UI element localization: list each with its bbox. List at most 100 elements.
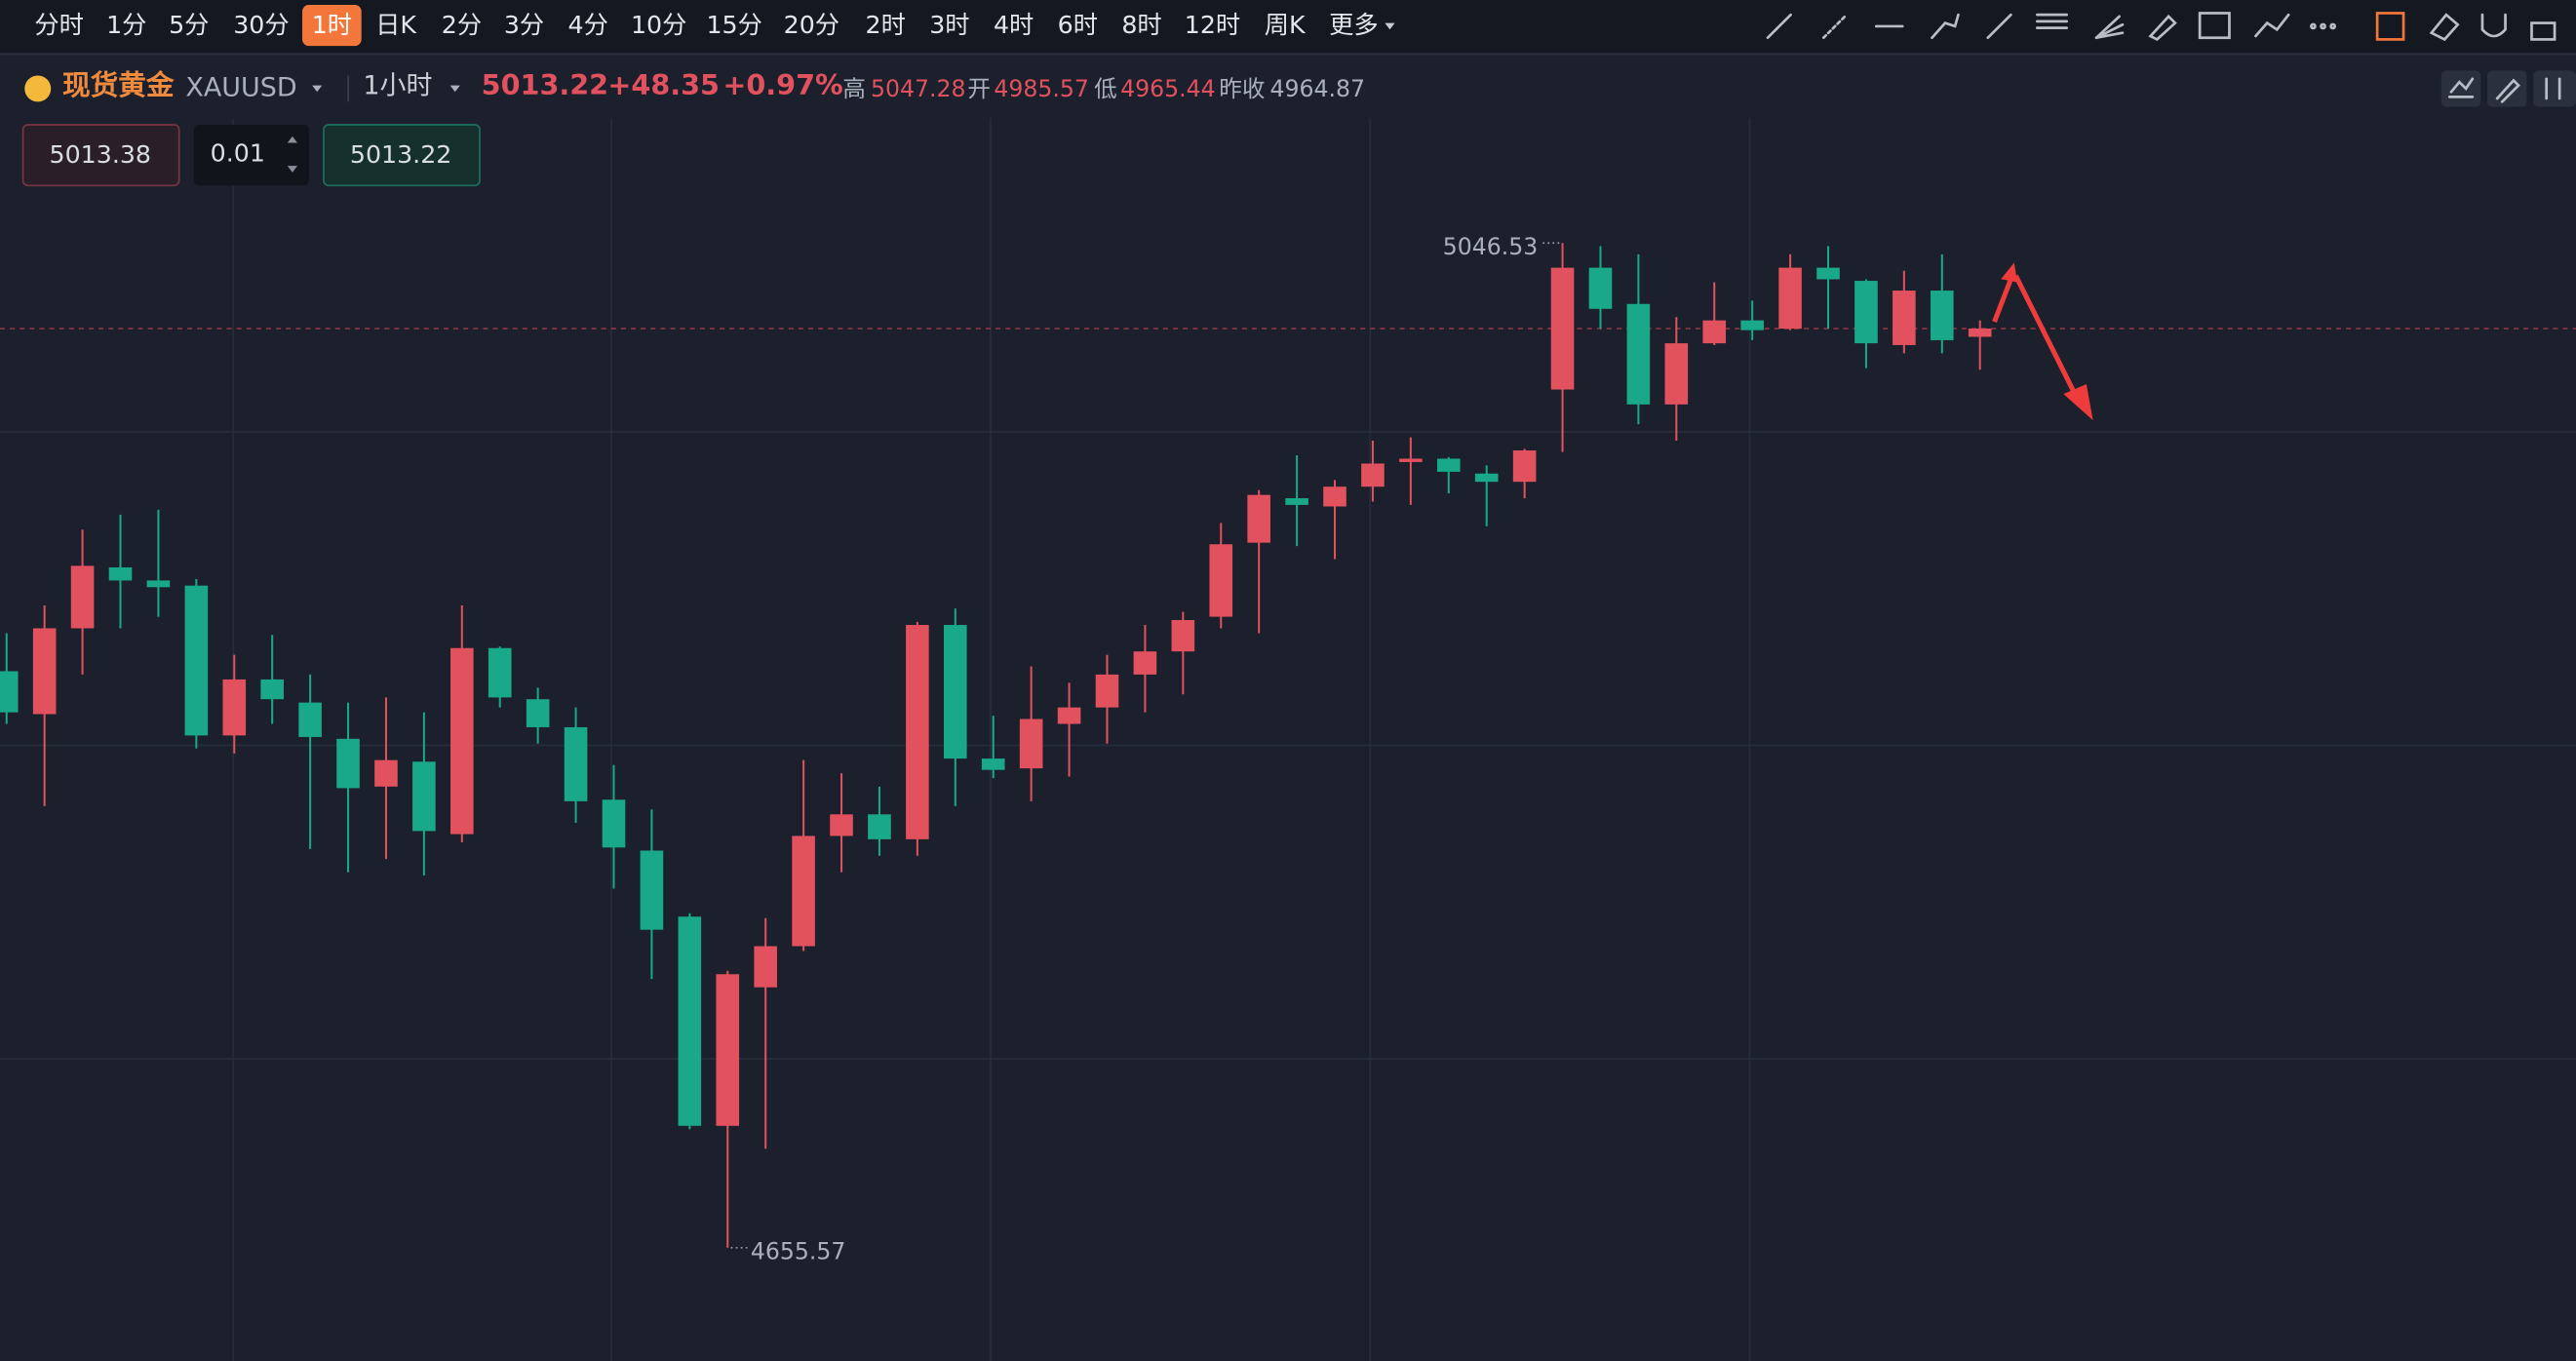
candle-body [1512, 450, 1537, 483]
candle-body [336, 738, 360, 789]
plot: 5046.53 4655.57 [0, 233, 2576, 1264]
candle-body [1778, 267, 1802, 330]
interval-tab[interactable]: 更多 [1329, 11, 1379, 39]
stat-label: 昨收 [1219, 75, 1265, 102]
candle-body [1968, 329, 1992, 337]
candle-body [564, 726, 588, 801]
candle-body [1323, 486, 1347, 507]
qty-input[interactable] [193, 124, 309, 186]
interval-tab[interactable]: 4分 [568, 11, 608, 39]
interval-tab[interactable]: 1时 [312, 11, 352, 39]
toolbar [0, 0, 2576, 53]
candle-body [1816, 267, 1840, 280]
interval-tab[interactable]: 10分 [631, 11, 686, 39]
change: +48.35 [607, 68, 720, 101]
candle-body [981, 758, 1005, 770]
price: 5013.22 [482, 68, 608, 101]
candle-body [1930, 291, 1954, 340]
stat-value: 4964.87 [1269, 75, 1365, 102]
candle-body [716, 974, 740, 1126]
candle-body [754, 946, 777, 988]
stat-value: 4985.57 [994, 75, 1089, 102]
candle-body [944, 625, 967, 759]
candle-body [1247, 494, 1270, 543]
candle-body [868, 814, 891, 839]
candle-body [1550, 267, 1575, 390]
interval-tab[interactable]: 3时 [929, 11, 969, 39]
candle-body [0, 671, 19, 713]
candle-body [108, 566, 133, 581]
candle-body [412, 761, 436, 832]
candle-body [1702, 320, 1727, 344]
candle-body [488, 647, 512, 698]
candle-body [1854, 281, 1878, 344]
gold-icon [24, 75, 52, 102]
candle-body [1133, 651, 1157, 675]
candle-body [1893, 291, 1916, 345]
instrument-name: 现货黄金 [62, 68, 175, 101]
buy-button[interactable] [323, 124, 481, 187]
candle-body [222, 679, 247, 736]
symbol[interactable]: XAUUSD [185, 72, 296, 102]
buy-price[interactable]: 5013.22 [350, 140, 451, 169]
interval-tab[interactable]: 12时 [1185, 11, 1240, 39]
interval-tab[interactable]: 分时 [34, 11, 84, 39]
candle-body [1436, 458, 1461, 472]
candle-body [1588, 267, 1613, 309]
dropdown[interactable] [1385, 22, 1395, 30]
candle-body [678, 916, 702, 1126]
chart-tools [2440, 70, 2576, 107]
candle-body [792, 836, 815, 947]
stat-label: 低 [1094, 75, 1117, 102]
min-marker: 4655.57 [751, 1237, 846, 1264]
candle-body [1019, 719, 1043, 769]
sell-price[interactable]: 5013.38 [50, 140, 151, 169]
interval-tab[interactable]: 日K [375, 11, 417, 39]
stat-value: 4965.44 [1120, 75, 1216, 102]
period[interactable]: 1小时 [363, 71, 432, 101]
candle-body [184, 585, 209, 736]
candle-body [260, 679, 284, 700]
max-marker: 5046.53 [1443, 233, 1539, 260]
interval-tab[interactable]: 1分 [106, 11, 146, 39]
interval-tab[interactable]: 6时 [1058, 11, 1098, 39]
dropdown[interactable] [312, 85, 323, 93]
qty[interactable]: 0.01 [211, 138, 265, 167]
candle-body [640, 850, 664, 930]
interval-tab[interactable]: 20分 [784, 11, 839, 39]
interval-tab[interactable]: 8时 [1121, 11, 1161, 39]
candle-body [1095, 674, 1119, 708]
interval-tab[interactable]: 30分 [233, 11, 289, 39]
candle-body [298, 702, 322, 737]
candle-body [1626, 303, 1651, 405]
dropdown[interactable] [449, 85, 460, 93]
candle-body [1664, 343, 1689, 405]
candle-body [906, 625, 929, 839]
candle-body [146, 580, 171, 588]
candle-body [1057, 707, 1081, 724]
candle-body [830, 814, 853, 836]
interval-tab[interactable]: 15分 [706, 11, 761, 39]
stat-label: 开 [967, 75, 991, 102]
sell-button[interactable] [21, 124, 180, 187]
candle-body [450, 647, 474, 835]
candle-body [70, 565, 95, 629]
change-pct: +0.97% [722, 68, 842, 101]
candle-body [526, 699, 550, 727]
interval-tab[interactable]: 2分 [442, 11, 482, 39]
candle-body [1285, 498, 1308, 505]
interval-tab[interactable]: 周K [1265, 11, 1307, 39]
candle-body [1740, 320, 1764, 331]
drawing-tools [1766, 12, 2556, 42]
interval-tab[interactable]: 2时 [866, 11, 906, 39]
candle-body [1474, 473, 1499, 483]
candle-body [374, 759, 398, 787]
interval-tab[interactable]: 3分 [504, 11, 544, 39]
candle-body [32, 628, 57, 715]
interval-tab[interactable]: 4时 [994, 11, 1034, 39]
stat-label: 高 [842, 75, 866, 102]
interval-tab[interactable]: 5分 [169, 11, 209, 39]
